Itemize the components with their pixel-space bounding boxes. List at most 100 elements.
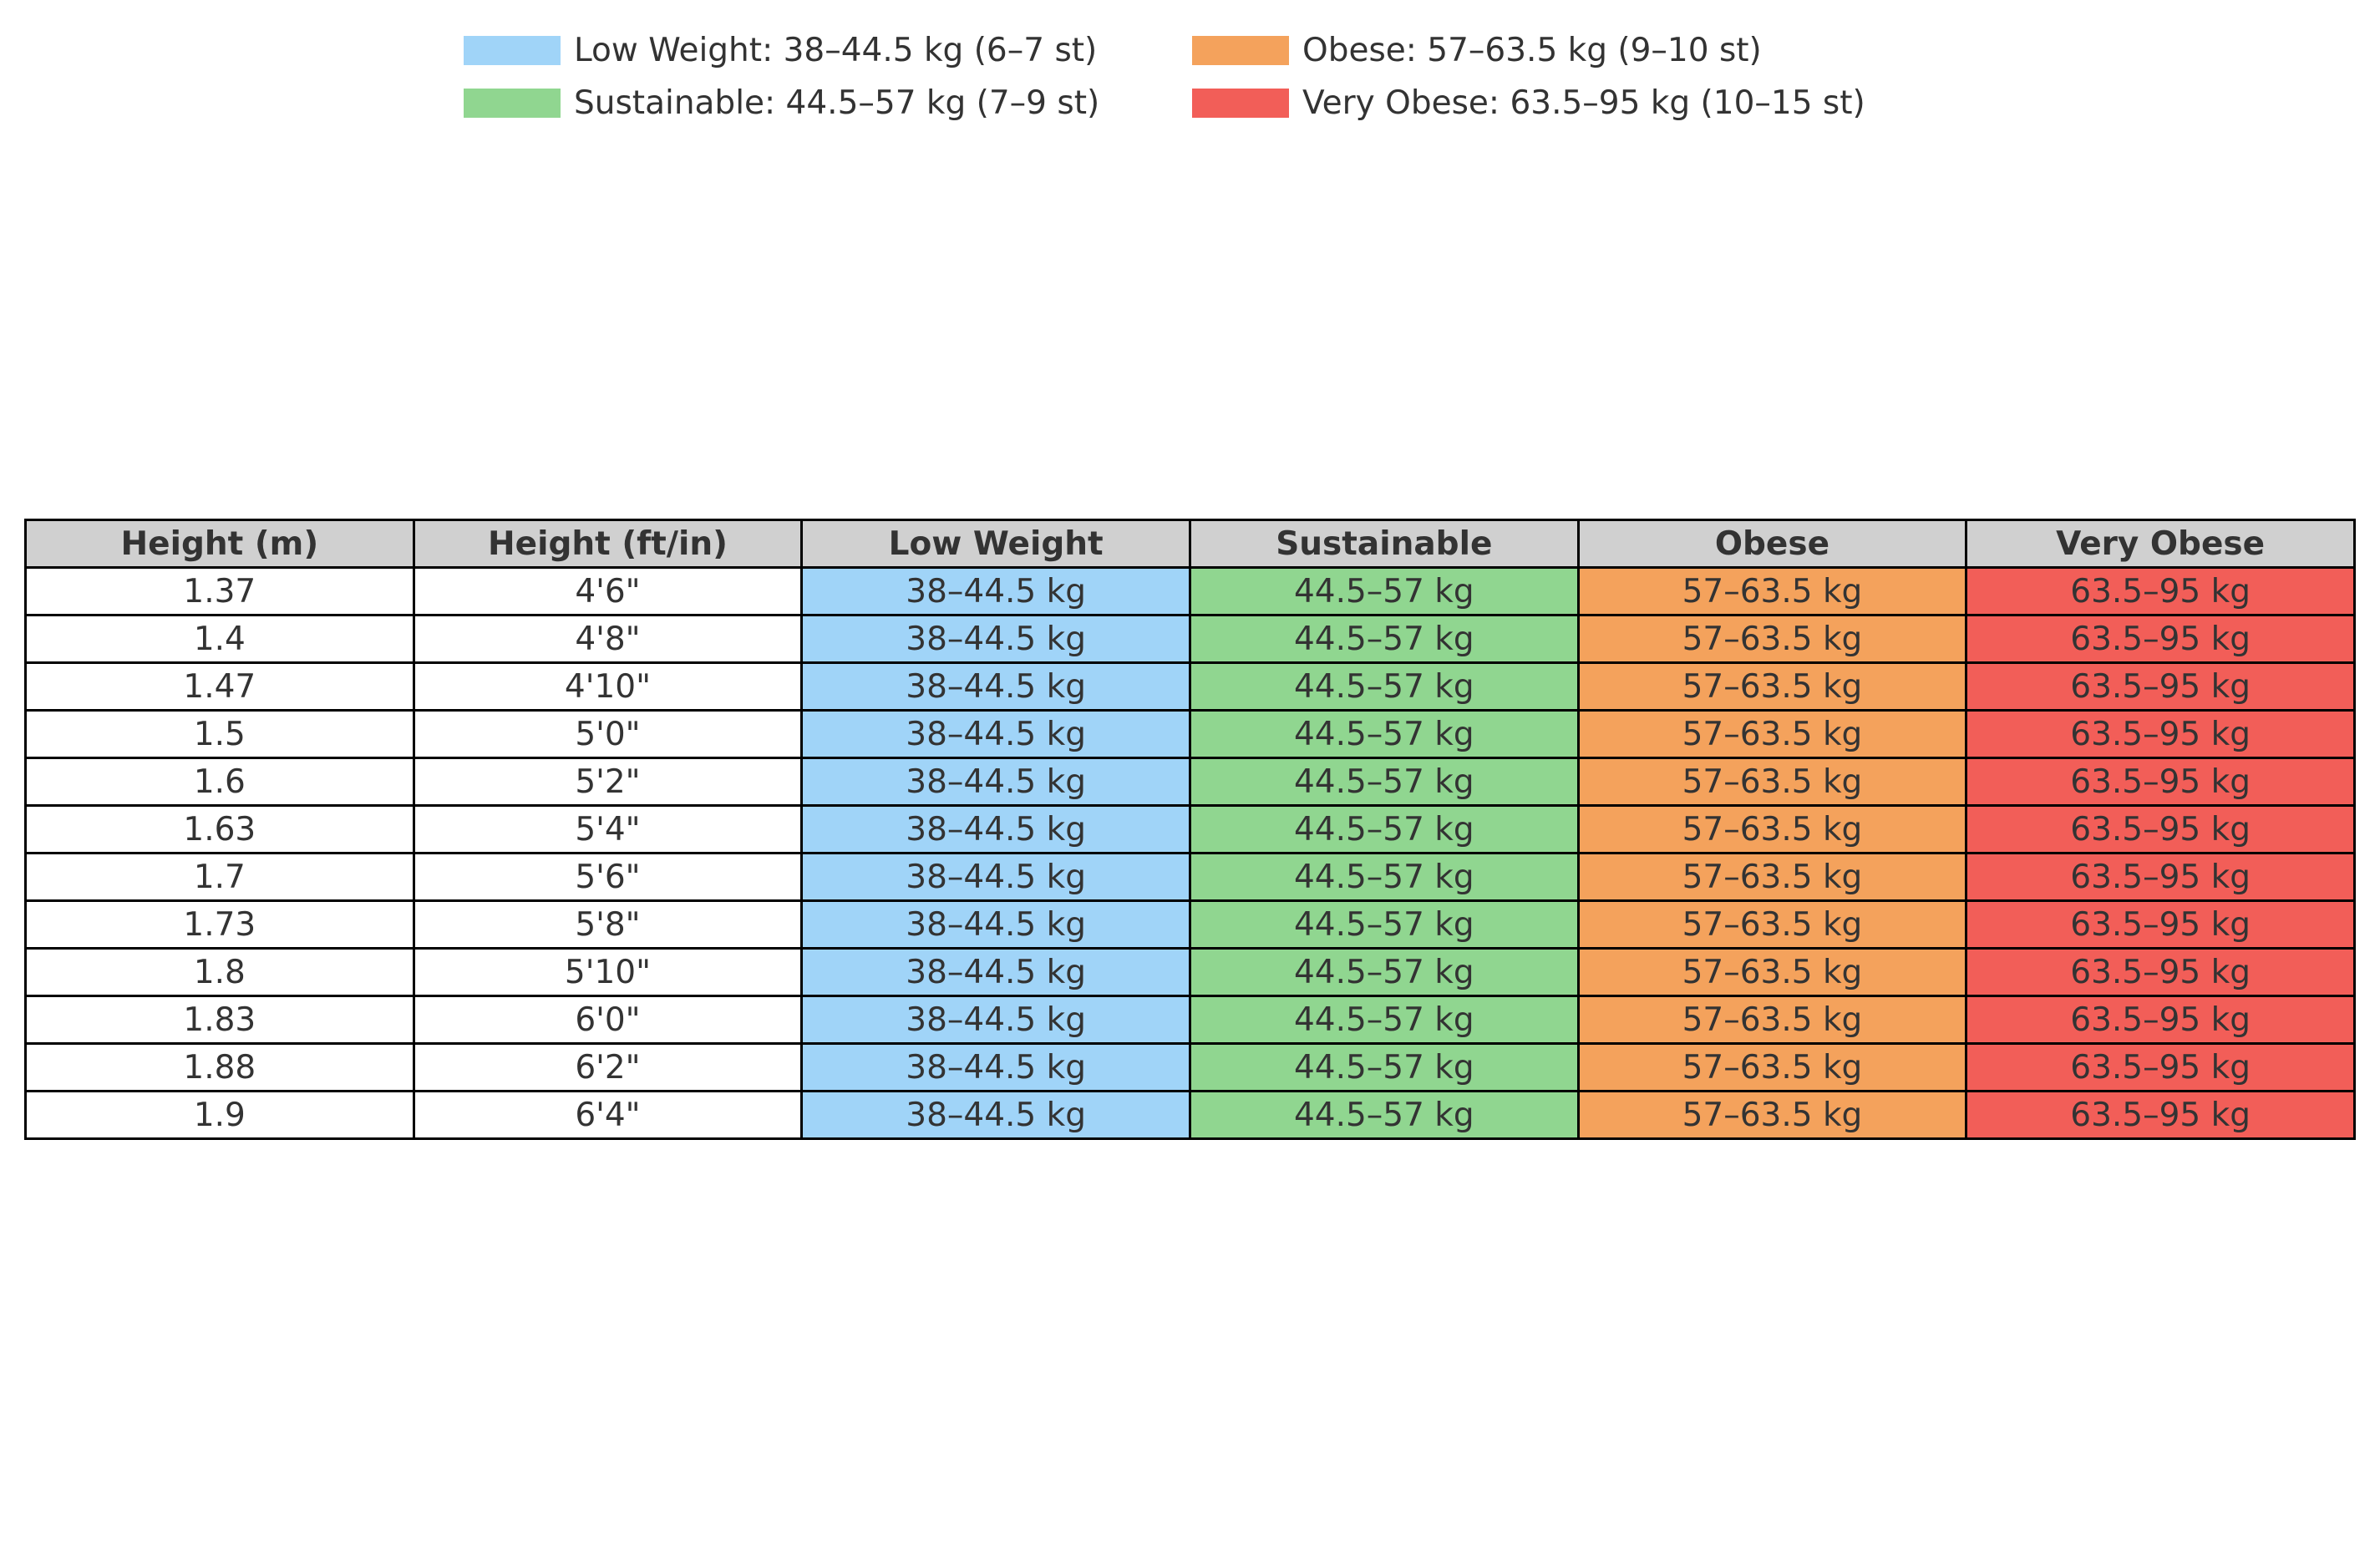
cell-sustainable: 44.5–57 kg [1188, 614, 1580, 664]
table-body: 1.37 4'6" 38–44.5 kg 44.5–57 kg 57–63.5 kg 63… [24, 566, 2356, 1140]
cell-height-m: 1.8 [24, 947, 415, 997]
table-row: 1.6 5'2" 38–44.5 kg 44.5–57 kg 57–63.5 kg 63.… [24, 757, 2356, 807]
cell-obese: 57–63.5 kg [1576, 1090, 1968, 1140]
cell-height-ft-in: 6'0" [412, 995, 804, 1045]
cell-very-obese: 63.5–95 kg [1965, 757, 2356, 807]
legend-swatch [1192, 89, 1289, 118]
cell-very-obese: 63.5–95 kg [1965, 899, 2356, 950]
cell-sustainable: 44.5–57 kg [1188, 566, 1580, 616]
cell-height-ft-in: 4'10" [412, 661, 804, 712]
cell-very-obese: 63.5–95 kg [1965, 1090, 2356, 1140]
table-row: 1.88 6'2" 38–44.5 kg 44.5–57 kg 57–63.5 kg 63… [24, 1042, 2356, 1092]
table-row: 1.4 4'8" 38–44.5 kg 44.5–57 kg 57–63.5 kg 63.… [24, 614, 2356, 664]
cell-sustainable: 44.5–57 kg [1188, 1042, 1580, 1092]
cell-height-ft-in: 5'8" [412, 899, 804, 950]
cell-height-ft-in: 6'4" [412, 1090, 804, 1140]
cell-very-obese: 63.5–95 kg [1965, 1042, 2356, 1092]
cell-obese: 57–63.5 kg [1576, 947, 1968, 997]
cell-low-weight: 38–44.5 kg [800, 1090, 1191, 1140]
cell-height-m: 1.7 [24, 852, 415, 902]
cell-obese: 57–63.5 kg [1576, 1042, 1968, 1092]
cell-sustainable: 44.5–57 kg [1188, 757, 1580, 807]
cell-very-obese: 63.5–95 kg [1965, 852, 2356, 902]
cell-height-m: 1.47 [24, 661, 415, 712]
cell-height-m: 1.73 [24, 899, 415, 950]
table-row: 1.7 5'6" 38–44.5 kg 44.5–57 kg 57–63.5 kg 63.… [24, 852, 2356, 902]
cell-height-ft-in: 5'6" [412, 852, 804, 902]
legend-item: Low Weight: 38–44.5 kg (6–7 st) [464, 30, 1192, 71]
cell-sustainable: 44.5–57 kg [1188, 804, 1580, 854]
column-header-low-weight: Low Weight [800, 519, 1191, 569]
cell-low-weight: 38–44.5 kg [800, 661, 1191, 712]
legend-item: Sustainable: 44.5–57 kg (7–9 st) [464, 83, 1192, 124]
cell-low-weight: 38–44.5 kg [800, 947, 1191, 997]
table-row: 1.47 4'10" 38–44.5 kg 44.5–57 kg 57–63.5 kg 6… [24, 661, 2356, 712]
legend-label: Very Obese: 63.5–95 kg (10–15 st) [1302, 84, 1865, 122]
cell-very-obese: 63.5–95 kg [1965, 614, 2356, 664]
cell-obese: 57–63.5 kg [1576, 995, 1968, 1045]
table-row: 1.83 6'0" 38–44.5 kg 44.5–57 kg 57–63.5 kg 63… [24, 995, 2356, 1045]
cell-height-ft-in: 4'6" [412, 566, 804, 616]
chart-legend: Low Weight: 38–44.5 kg (6–7 st) Obese: 57… [464, 30, 1865, 124]
cell-low-weight: 38–44.5 kg [800, 757, 1191, 807]
cell-low-weight: 38–44.5 kg [800, 566, 1191, 616]
column-header-height-ft-in: Height (ft/in) [412, 519, 804, 569]
cell-low-weight: 38–44.5 kg [800, 804, 1191, 854]
cell-very-obese: 63.5–95 kg [1965, 566, 2356, 616]
cell-very-obese: 63.5–95 kg [1965, 995, 2356, 1045]
cell-height-m: 1.9 [24, 1090, 415, 1140]
cell-height-ft-in: 5'2" [412, 757, 804, 807]
cell-height-m: 1.83 [24, 995, 415, 1045]
legend-label: Sustainable: 44.5–57 kg (7–9 st) [574, 84, 1100, 122]
cell-low-weight: 38–44.5 kg [800, 1042, 1191, 1092]
header-row: Height (m) Height (ft/in) Low Weight Sustai… [24, 519, 2356, 569]
cell-sustainable: 44.5–57 kg [1188, 709, 1580, 759]
cell-low-weight: 38–44.5 kg [800, 709, 1191, 759]
table-row: 1.73 5'8" 38–44.5 kg 44.5–57 kg 57–63.5 kg 63… [24, 899, 2356, 950]
cell-obese: 57–63.5 kg [1576, 852, 1968, 902]
cell-sustainable: 44.5–57 kg [1188, 661, 1580, 712]
cell-sustainable: 44.5–57 kg [1188, 1090, 1580, 1140]
cell-sustainable: 44.5–57 kg [1188, 852, 1580, 902]
cell-low-weight: 38–44.5 kg [800, 614, 1191, 664]
column-header-obese: Obese [1576, 519, 1968, 569]
cell-height-m: 1.6 [24, 757, 415, 807]
legend-item: Obese: 57–63.5 kg (9–10 st) [1192, 30, 1865, 71]
cell-height-m: 1.37 [24, 566, 415, 616]
column-header-sustainable: Sustainable [1188, 519, 1580, 569]
cell-obese: 57–63.5 kg [1576, 566, 1968, 616]
column-header-height-m: Height (m) [24, 519, 415, 569]
table-row: 1.37 4'6" 38–44.5 kg 44.5–57 kg 57–63.5 kg 63… [24, 566, 2356, 616]
cell-height-m: 1.4 [24, 614, 415, 664]
cell-obese: 57–63.5 kg [1576, 614, 1968, 664]
legend-swatch [1192, 36, 1289, 65]
cell-sustainable: 44.5–57 kg [1188, 947, 1580, 997]
cell-obese: 57–63.5 kg [1576, 757, 1968, 807]
cell-sustainable: 44.5–57 kg [1188, 899, 1580, 950]
cell-low-weight: 38–44.5 kg [800, 899, 1191, 950]
legend-swatch [464, 36, 561, 65]
table-row: 1.9 6'4" 38–44.5 kg 44.5–57 kg 57–63.5 kg 63.… [24, 1090, 2356, 1140]
table-row: 1.5 5'0" 38–44.5 kg 44.5–57 kg 57–63.5 kg 63.… [24, 709, 2356, 759]
cell-obese: 57–63.5 kg [1576, 804, 1968, 854]
legend-label: Low Weight: 38–44.5 kg (6–7 st) [574, 32, 1098, 69]
legend-label: Obese: 57–63.5 kg (9–10 st) [1302, 32, 1762, 69]
cell-height-m: 1.5 [24, 709, 415, 759]
table-row: 1.8 5'10" 38–44.5 kg 44.5–57 kg 57–63.5 kg 63… [24, 947, 2356, 997]
cell-sustainable: 44.5–57 kg [1188, 995, 1580, 1045]
cell-height-ft-in: 5'0" [412, 709, 804, 759]
cell-height-ft-in: 6'2" [412, 1042, 804, 1092]
cell-obese: 57–63.5 kg [1576, 661, 1968, 712]
column-header-very-obese: Very Obese [1965, 519, 2356, 569]
bmi-height-weight-table: Height (m) Height (ft/in) Low Weight Sustai… [24, 519, 2356, 1140]
cell-height-m: 1.63 [24, 804, 415, 854]
cell-height-ft-in: 5'10" [412, 947, 804, 997]
cell-obese: 57–63.5 kg [1576, 709, 1968, 759]
cell-low-weight: 38–44.5 kg [800, 995, 1191, 1045]
legend-item: Very Obese: 63.5–95 kg (10–15 st) [1192, 83, 1865, 124]
cell-height-m: 1.88 [24, 1042, 415, 1092]
cell-height-ft-in: 4'8" [412, 614, 804, 664]
cell-height-ft-in: 5'4" [412, 804, 804, 854]
cell-very-obese: 63.5–95 kg [1965, 661, 2356, 712]
table-row: 1.63 5'4" 38–44.5 kg 44.5–57 kg 57–63.5 kg 63… [24, 804, 2356, 854]
